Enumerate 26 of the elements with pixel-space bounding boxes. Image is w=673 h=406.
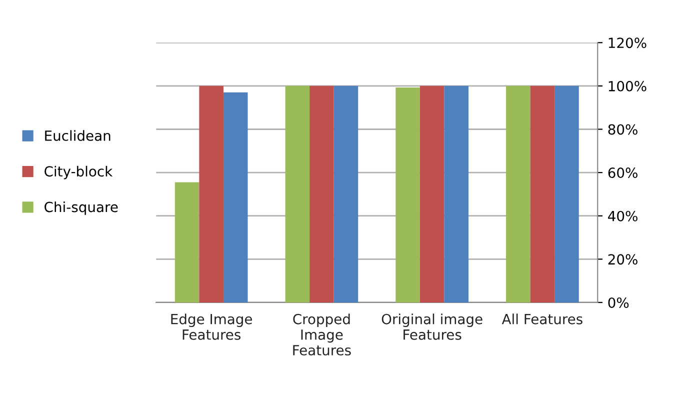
bar (199, 86, 224, 302)
bar (285, 86, 310, 302)
y-tick-label: 80% (608, 124, 638, 135)
y-tick-label: 20% (608, 254, 638, 265)
x-tick-label: Original image Features (382, 314, 482, 340)
bar (396, 87, 420, 302)
y-tick-label: 100% (608, 80, 646, 92)
bar (420, 86, 444, 302)
y-tick-label: 40% (608, 210, 638, 222)
legend-label: Chi-square (44, 201, 118, 215)
legend-label: City-block (44, 166, 113, 180)
x-tick-label: All Features (502, 314, 582, 324)
legend-label: Euclidean (45, 130, 110, 141)
x-tick-label: Edge Image Features (171, 314, 252, 340)
bar (444, 86, 468, 302)
bar (223, 92, 248, 302)
bar (334, 86, 358, 302)
y-tick-label: 120% (608, 38, 646, 48)
x-tick-label: Cropped Image Features (293, 314, 351, 356)
bar (310, 86, 334, 302)
bar (506, 86, 530, 302)
bar (530, 86, 555, 302)
bar (174, 182, 200, 302)
y-tick-label: 0% (608, 297, 629, 308)
bar (554, 86, 579, 302)
y-tick-label: 60% (608, 168, 638, 178)
